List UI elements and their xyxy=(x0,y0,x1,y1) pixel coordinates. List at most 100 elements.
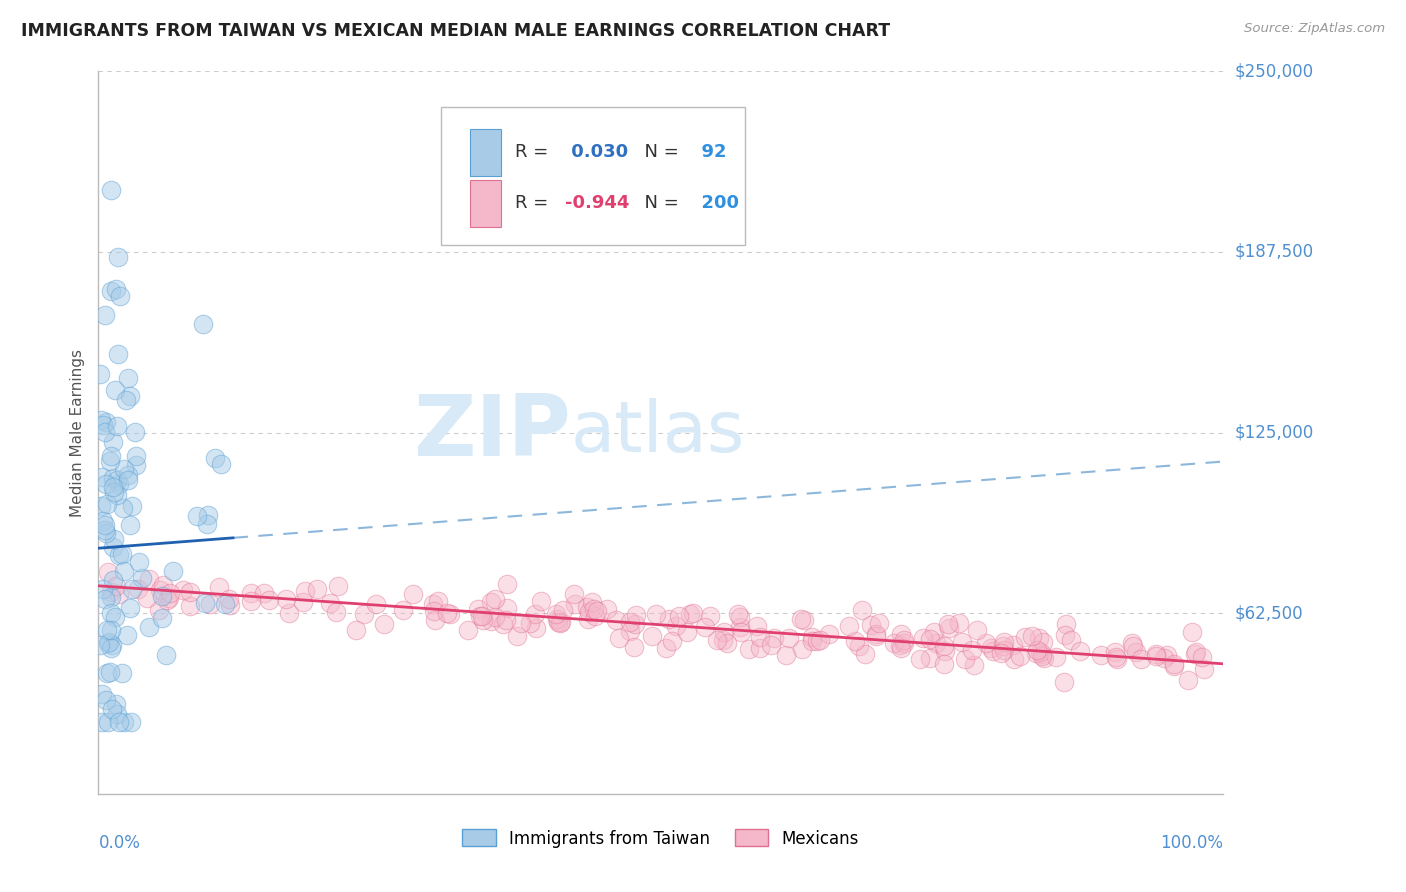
Point xyxy=(607,632,630,646)
Point xyxy=(728,609,751,624)
Point xyxy=(94,477,117,491)
Point xyxy=(682,606,704,620)
Point xyxy=(105,706,128,721)
Point xyxy=(623,616,645,631)
Point xyxy=(775,648,797,662)
Point xyxy=(619,624,641,638)
Point xyxy=(107,250,129,264)
Point xyxy=(883,636,905,650)
Point xyxy=(1107,652,1129,666)
Point xyxy=(1144,648,1167,662)
Point xyxy=(920,632,942,647)
Point xyxy=(838,619,860,633)
Point xyxy=(97,634,120,648)
Point xyxy=(91,686,114,700)
Point xyxy=(120,388,142,402)
Text: -0.944: -0.944 xyxy=(565,194,630,212)
Point xyxy=(576,612,599,626)
Point xyxy=(240,594,263,608)
Point xyxy=(676,625,699,640)
Point xyxy=(479,614,502,628)
Point xyxy=(844,634,866,648)
Point xyxy=(98,665,121,679)
Point xyxy=(976,636,998,650)
Point xyxy=(966,624,988,638)
Point xyxy=(484,610,506,624)
Point xyxy=(439,607,461,622)
Point xyxy=(1021,629,1043,643)
Point xyxy=(1104,645,1126,659)
Point xyxy=(105,473,128,487)
Point xyxy=(197,516,219,531)
Point xyxy=(94,523,117,537)
Point xyxy=(353,607,375,621)
Point xyxy=(1191,650,1213,665)
Point xyxy=(936,616,959,631)
Point xyxy=(1192,662,1215,676)
Point xyxy=(578,605,600,619)
Point xyxy=(97,636,120,650)
Point xyxy=(103,485,125,500)
Point xyxy=(586,604,609,618)
Point xyxy=(510,616,533,631)
Point xyxy=(911,632,934,646)
Point xyxy=(619,615,641,630)
Point xyxy=(111,665,134,680)
Point xyxy=(790,612,813,626)
Point xyxy=(89,638,111,652)
Point xyxy=(138,620,160,634)
Text: $125,000: $125,000 xyxy=(1234,424,1313,442)
Point xyxy=(100,584,122,599)
Point xyxy=(91,469,114,483)
Point xyxy=(851,602,873,616)
Point xyxy=(98,454,121,468)
Point xyxy=(120,714,142,729)
Point xyxy=(423,613,446,627)
Point xyxy=(197,508,219,522)
Point xyxy=(546,612,568,626)
Text: 100.0%: 100.0% xyxy=(1160,834,1223,852)
Point xyxy=(253,586,276,600)
Point xyxy=(713,625,735,640)
Point xyxy=(103,480,125,494)
Point xyxy=(90,714,112,729)
Point xyxy=(893,636,915,650)
Point xyxy=(292,594,315,608)
Point xyxy=(101,702,124,716)
Point xyxy=(278,606,301,620)
FancyBboxPatch shape xyxy=(470,179,501,227)
Text: ZIP: ZIP xyxy=(413,391,571,475)
Point xyxy=(990,646,1012,660)
Point xyxy=(214,597,236,611)
Text: IMMIGRANTS FROM TAIWAN VS MEXICAN MEDIAN MALE EARNINGS CORRELATION CHART: IMMIGRANTS FROM TAIWAN VS MEXICAN MEDIAN… xyxy=(21,22,890,40)
Point xyxy=(761,638,783,652)
Point xyxy=(716,636,738,650)
Point xyxy=(101,638,124,652)
Point xyxy=(94,525,117,540)
Text: $62,500: $62,500 xyxy=(1234,604,1303,623)
Point xyxy=(808,632,831,647)
Point xyxy=(94,415,117,429)
Point xyxy=(1153,651,1175,665)
Point xyxy=(908,652,931,666)
Point xyxy=(938,621,960,635)
Point xyxy=(983,643,1005,657)
Point xyxy=(948,616,970,631)
Point xyxy=(125,458,148,473)
Point xyxy=(326,579,349,593)
Point xyxy=(1069,644,1091,658)
Point xyxy=(991,640,1014,654)
Point xyxy=(749,640,772,655)
Point xyxy=(853,647,876,661)
Point xyxy=(790,641,813,656)
Point xyxy=(645,607,668,621)
Point xyxy=(530,594,553,608)
Point xyxy=(93,591,115,606)
Point xyxy=(495,577,517,591)
Point xyxy=(890,640,912,655)
Point xyxy=(152,589,174,603)
Point xyxy=(665,618,688,632)
Point xyxy=(496,601,519,615)
Point xyxy=(848,639,870,653)
Text: 0.0%: 0.0% xyxy=(98,834,141,852)
